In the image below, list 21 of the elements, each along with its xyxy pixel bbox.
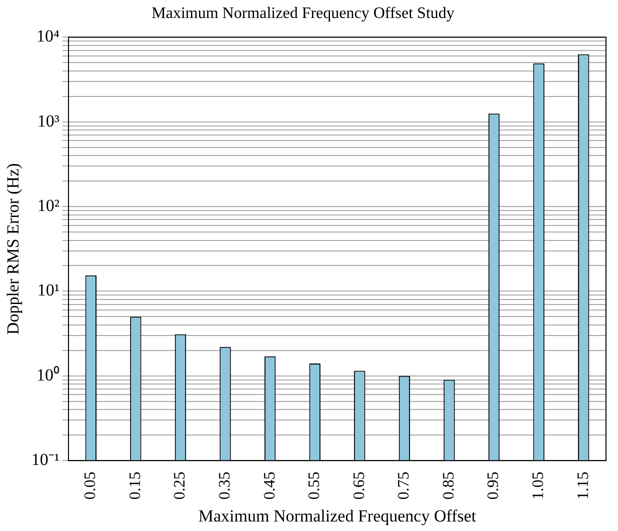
x-tick-label: 0.35 [216, 472, 234, 500]
x-tick-label: 1.15 [574, 472, 592, 500]
y-tick-label: 10⁻¹ [31, 450, 60, 470]
x-tick-label: 0.55 [306, 472, 324, 500]
y-tick-label: 10⁴ [36, 26, 60, 46]
x-tick-label: 0.25 [172, 472, 189, 500]
y-tick-label: 10³ [37, 111, 60, 130]
x-tick-label: 0.05 [82, 472, 100, 500]
x-tick-label: 0.45 [261, 472, 278, 500]
x-tick-label: 0.85 [440, 472, 458, 500]
y-tick-label: 10¹ [37, 280, 60, 300]
x-tick-label: 0.15 [126, 472, 144, 500]
x-tick-label: 0.65 [350, 472, 368, 500]
x-tick-label: 0.75 [396, 472, 413, 500]
y-axis-title: Doppler RMS Error (Hz) [4, 163, 23, 335]
chart-title: Maximum Normalized Frequency Offset Study [152, 4, 454, 22]
x-tick-label: 1.05 [530, 472, 548, 500]
x-axis-title: Maximum Normalized Frequency Offset [198, 506, 476, 526]
x-tick-label: 0.95 [485, 472, 502, 500]
y-tick-label: 10⁰ [36, 365, 60, 384]
y-tick-label: 10² [37, 196, 60, 216]
